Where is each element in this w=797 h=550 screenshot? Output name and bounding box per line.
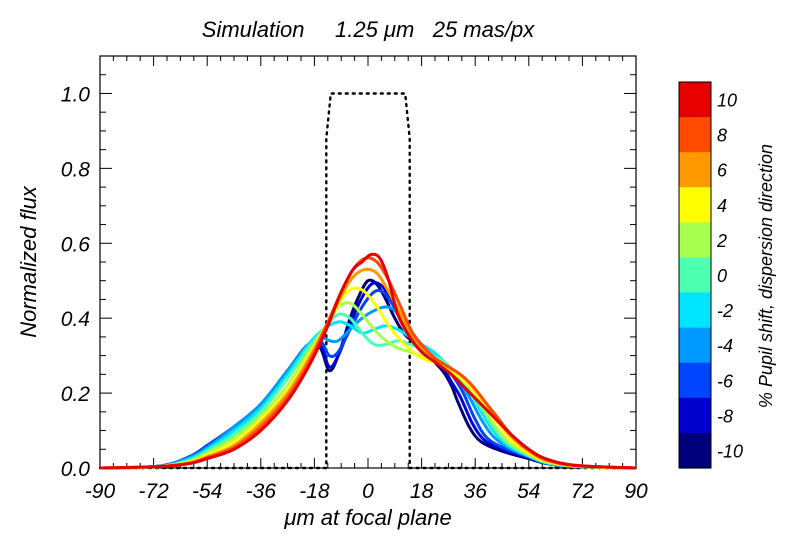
colorbar-swatch	[679, 117, 711, 153]
series-line-4	[99, 286, 637, 470]
colorbar-tick-label: 8	[717, 126, 727, 146]
series-line-10	[99, 252, 637, 470]
y-tick-label: 1.0	[61, 83, 91, 106]
colorbar-tick-label: -8	[717, 406, 733, 426]
series-line--10	[99, 278, 637, 470]
series-line--6	[99, 288, 637, 470]
x-tick-label: -90	[85, 480, 116, 503]
colorbar-border	[678, 81, 712, 469]
flux-series	[99, 252, 637, 470]
slit-dotted-line	[98, 92, 638, 470]
colorbar: 10 8 6 4 2 0 -2 -4 -6 -8 -10	[678, 81, 743, 469]
series-line-2	[99, 301, 637, 470]
colorbar-swatch	[679, 82, 711, 118]
y-axis-label: Normalized flux	[16, 185, 41, 338]
series-line--8	[99, 281, 637, 470]
colorbar-tick-label: 0	[717, 266, 727, 286]
colorbar-label: % Pupil shift, dispersion direction	[756, 144, 776, 408]
colorbar-swatch	[679, 397, 711, 434]
axis-ticks: -90 -72 -54 -36 -18 0 18 36 54 72 90 0.0 0.2 0.4 0.6 0.…	[61, 55, 648, 503]
colorbar-tick-label: 2	[716, 231, 727, 251]
colorbar-swatch	[679, 362, 711, 399]
colorbar-swatch	[679, 257, 711, 294]
colorbar-swatch	[679, 327, 711, 364]
x-tick-label: 0	[362, 480, 374, 503]
x-tick-label: -72	[138, 480, 169, 503]
y-tick-label: 0.8	[61, 158, 91, 181]
colorbar-tick-label: -10	[717, 442, 743, 462]
colorbar-swatch	[679, 432, 711, 469]
x-tick-label: -54	[192, 480, 222, 503]
colorbar-swatch	[679, 292, 711, 329]
series-line-0	[99, 312, 637, 470]
x-tick-label: 72	[571, 480, 595, 503]
x-tick-label: 90	[624, 480, 648, 503]
chart-title: Simulation 1.25 μm 25 mas/px	[202, 17, 535, 42]
y-tick-label: 0.2	[61, 383, 91, 406]
colorbar-tick-label: -4	[717, 336, 733, 356]
colorbar-tick-label: -2	[717, 301, 733, 321]
x-tick-label: -36	[246, 480, 277, 503]
slit-profile	[98, 92, 638, 470]
x-tick-label: 36	[464, 480, 488, 503]
colorbar-tick-label: 6	[717, 161, 728, 181]
x-tick-label: 54	[517, 480, 540, 503]
x-tick-label: 18	[410, 480, 434, 503]
y-tick-label: 0.4	[61, 308, 90, 331]
colorbar-tick-label: -6	[717, 371, 734, 391]
colorbar-swatch	[679, 222, 711, 259]
x-tick-label: -18	[299, 480, 330, 503]
y-tick-label: 0.6	[61, 233, 91, 256]
x-axis-label: μm at focal plane	[283, 505, 451, 530]
colorbar-tick-label: 10	[717, 91, 737, 111]
colorbar-swatch	[679, 152, 711, 188]
colorbar-swatch	[679, 187, 711, 223]
plot-frame	[99, 55, 637, 469]
y-tick-label: 0.0	[61, 458, 91, 481]
colorbar-tick-label: 4	[717, 196, 727, 216]
series-line--2	[99, 320, 637, 470]
series-line--4	[99, 305, 637, 470]
